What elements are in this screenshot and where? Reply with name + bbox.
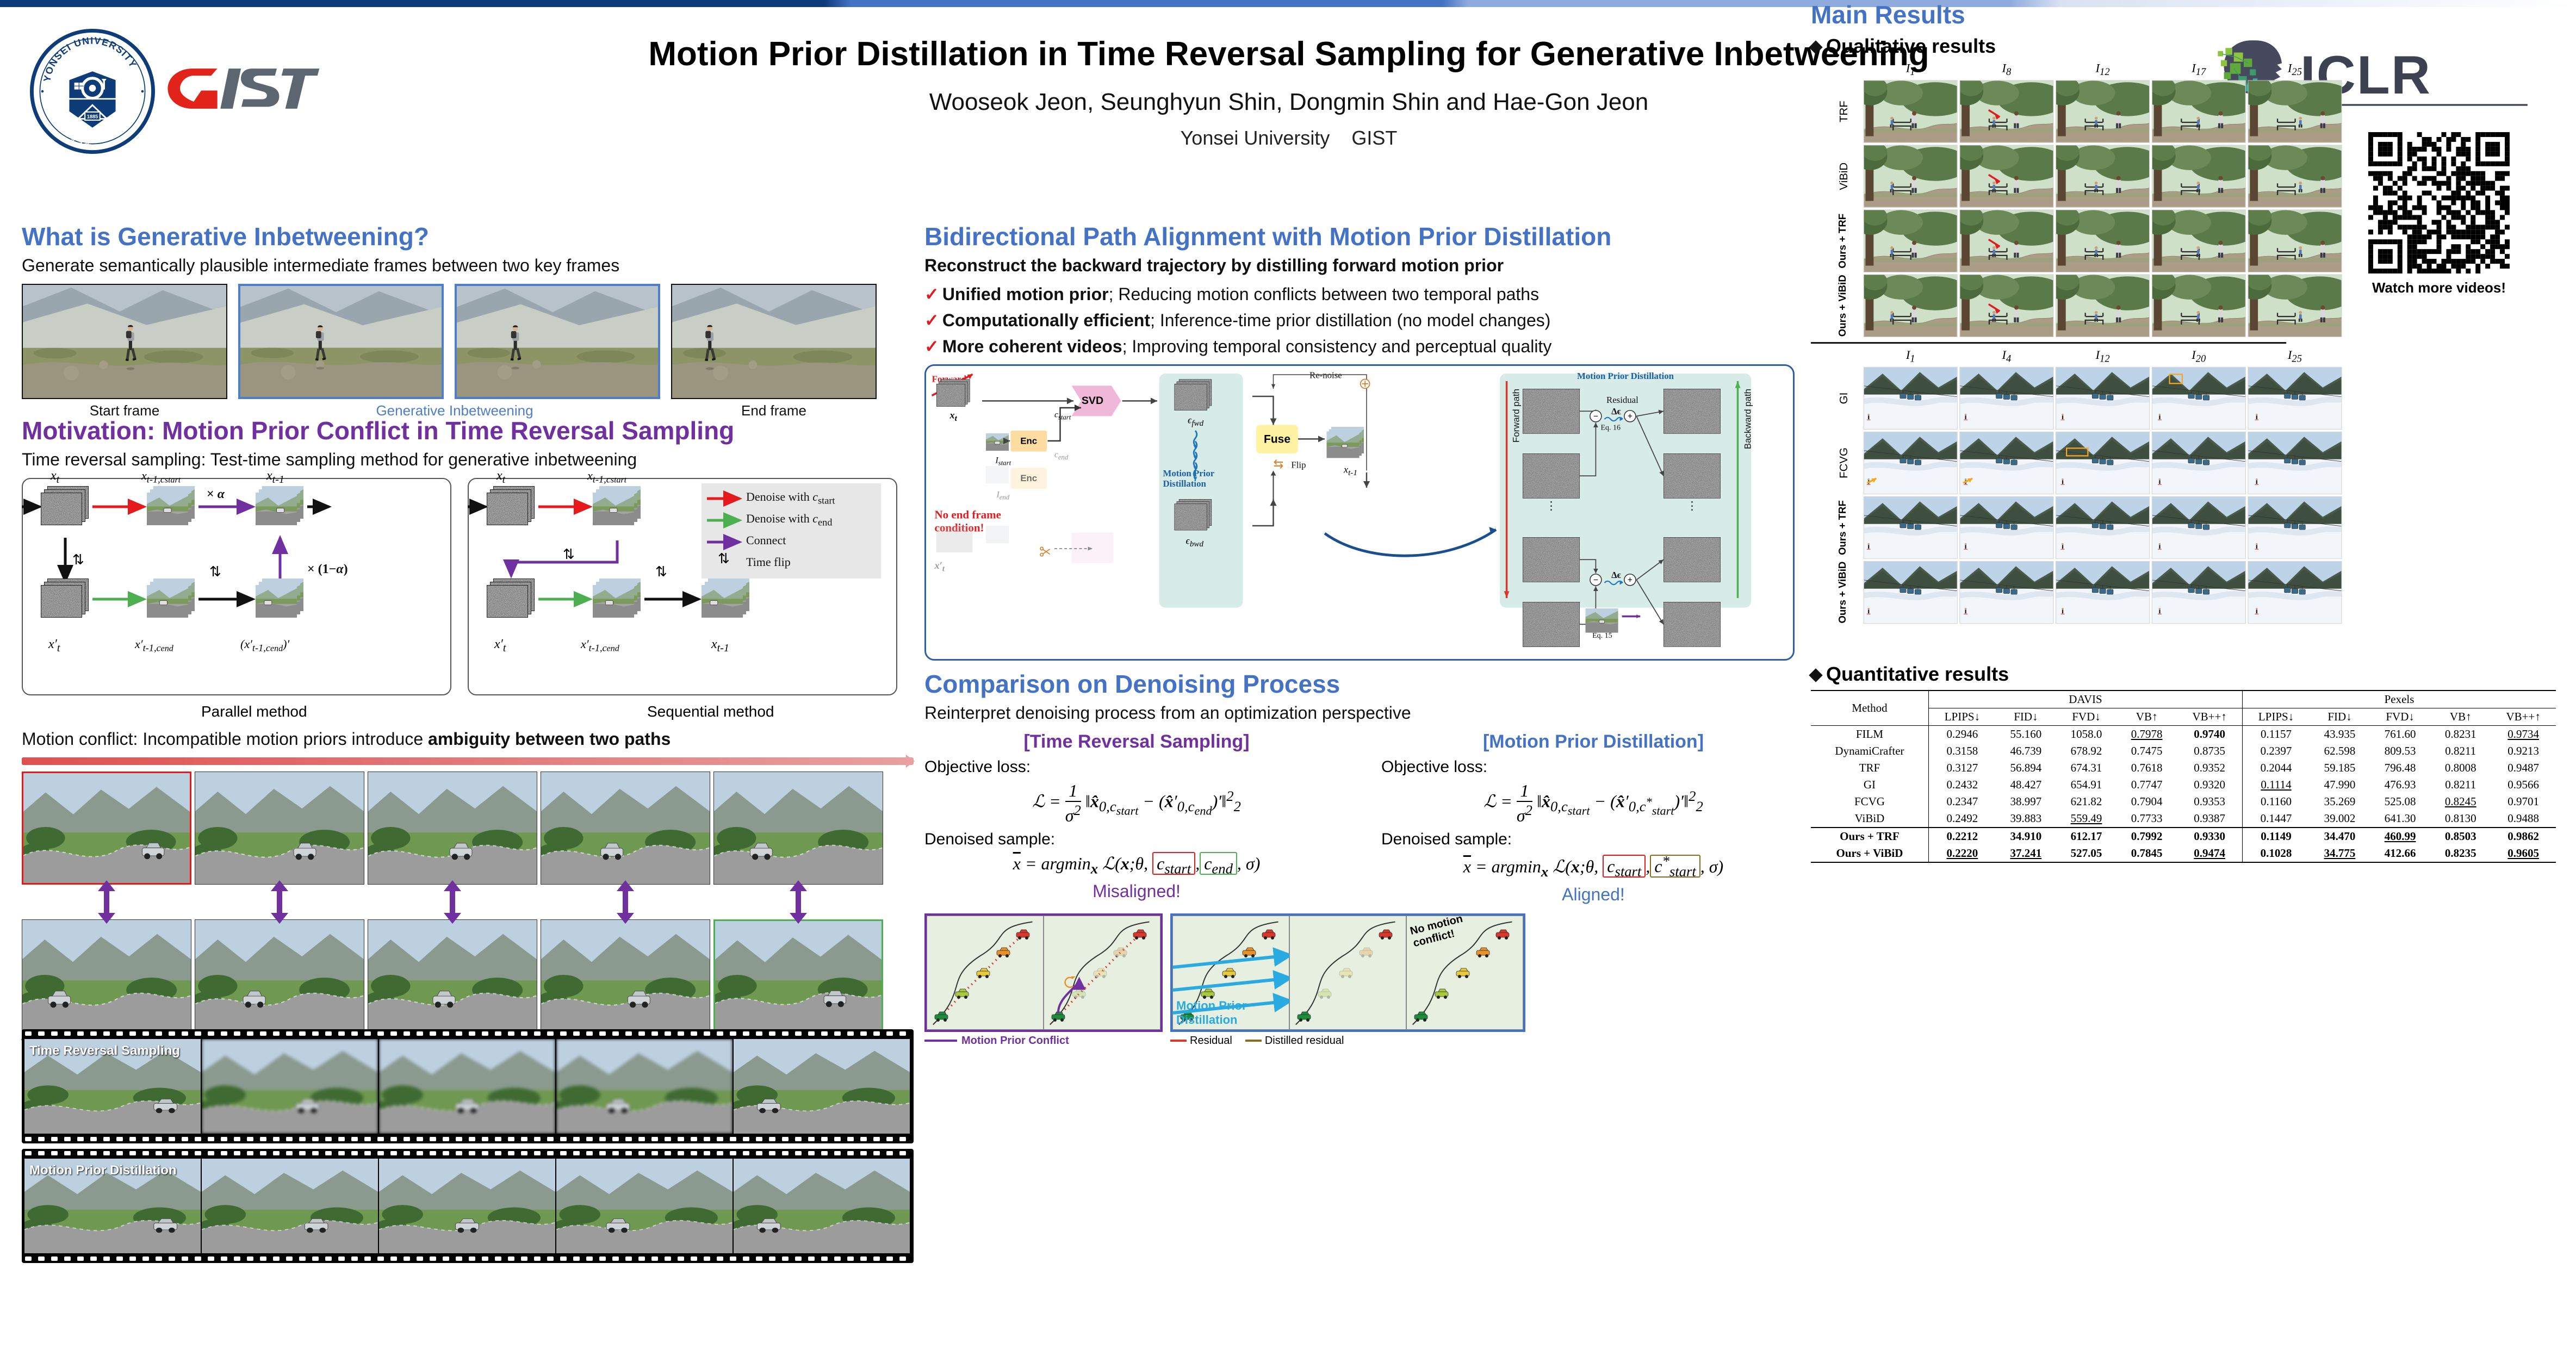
- svg-text:+: +: [1628, 412, 1632, 421]
- svg-text:−: −: [1593, 575, 1598, 584]
- svg-text:SVD: SVD: [1082, 395, 1103, 407]
- svg-text:1885: 1885: [87, 114, 98, 119]
- svg-text:+: +: [1628, 575, 1632, 584]
